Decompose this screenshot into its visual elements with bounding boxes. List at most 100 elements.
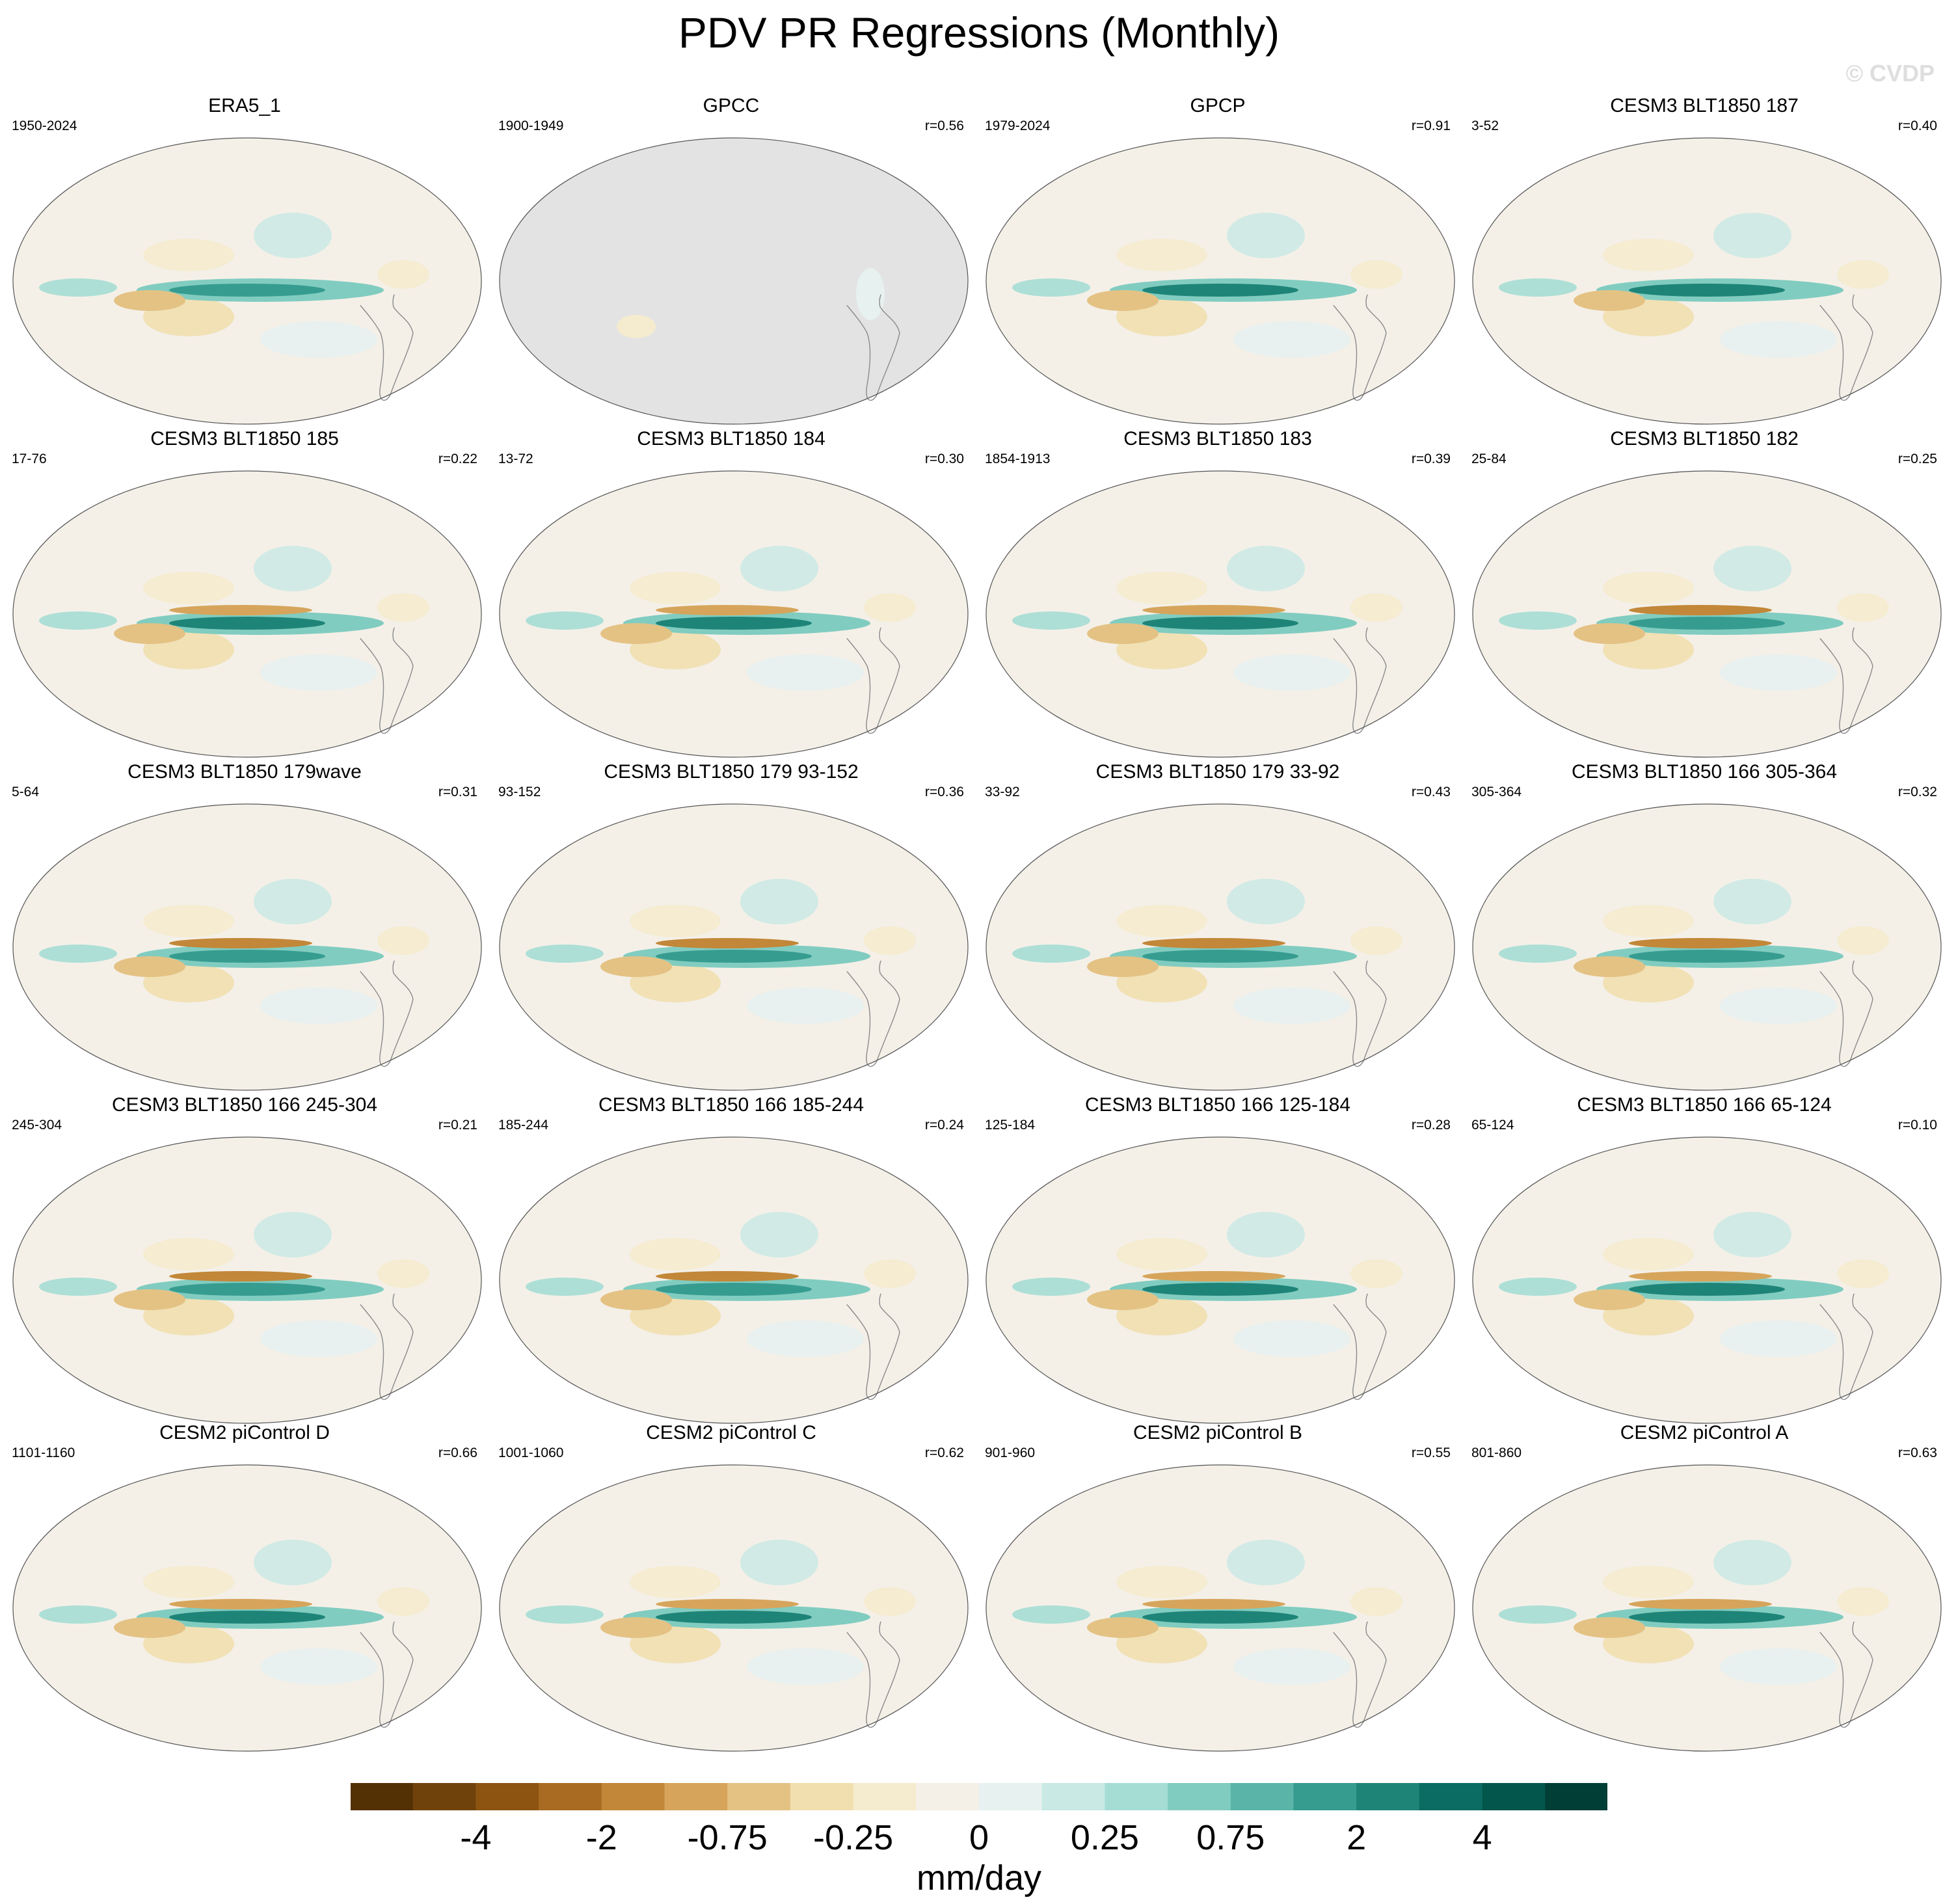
panel-years: 1950-2024 — [12, 118, 77, 133]
panel-title: CESM3 BLT1850 166 185-244 — [598, 1094, 865, 1116]
map-panel: CESM3 BLT1850 187 3-52 r=0.40 — [1461, 95, 1948, 427]
anomaly-patch-npac-wet — [1227, 546, 1305, 591]
panel-correlation: r=0.39 — [1411, 451, 1451, 466]
map-plot — [1472, 470, 1942, 758]
field-layer — [39, 879, 429, 1024]
anomaly-patch-indian-wet — [526, 945, 604, 963]
panel-title: CESM2 piControl C — [646, 1422, 816, 1443]
colorbar-tick-label: 0.75 — [1196, 1818, 1265, 1857]
colorbar-tick-label: 4 — [1472, 1818, 1492, 1857]
anomaly-patch-npac-wet — [1227, 1212, 1305, 1257]
anomaly-patch-atlantic-dry — [1350, 260, 1402, 289]
colorbar-bin — [1105, 1782, 1168, 1811]
anomaly-patch-npac-wet — [254, 213, 332, 258]
equatorial-core-wet — [656, 1611, 812, 1624]
coastline — [1259, 617, 1387, 734]
panel-correlation: r=0.55 — [1411, 1445, 1451, 1460]
field-layer — [526, 879, 916, 1024]
equatorial-core-wet — [169, 950, 325, 963]
panel-correlation: r=0.40 — [1898, 118, 1937, 133]
maritime-dry-patch — [1574, 290, 1645, 311]
coastline — [1745, 1611, 1873, 1728]
colorbar-bin — [1168, 1782, 1231, 1811]
anomaly-patch-npac-wet — [1227, 1540, 1305, 1585]
equatorial-core-wet — [169, 617, 325, 630]
field-layer — [39, 1212, 429, 1357]
anomaly-patch-south-wet — [1233, 321, 1350, 358]
map-panel: CESM3 BLT1850 179 33-92 33-92 r=0.43 — [974, 761, 1461, 1093]
maritime-dry-patch — [114, 956, 185, 977]
anomaly-patch-atlantic-dry — [1350, 1259, 1402, 1288]
anomaly-patch-npac-wet — [1227, 879, 1305, 924]
panel-years: 33-92 — [985, 784, 1020, 799]
anomaly-patch-south-wet — [260, 1321, 377, 1357]
map-panel: CESM3 BLT1850 179wave 5-64 r=0.31 — [1, 761, 488, 1093]
maritime-dry-patch — [114, 623, 185, 644]
anomaly-patch-atlantic-dry — [864, 1587, 916, 1616]
coastline — [772, 1611, 900, 1728]
anomaly-patch-asia-dry — [143, 572, 234, 604]
figure-title: PDV PR Regressions (Monthly) — [678, 8, 1280, 57]
maritime-dry-patch — [1574, 623, 1645, 644]
maritime-dry-patch — [600, 1617, 672, 1638]
panel-title: CESM3 BLT1850 187 — [1610, 95, 1799, 116]
map-panel: CESM3 BLT1850 184 13-72 r=0.30 — [488, 428, 974, 760]
anomaly-patch-asia-dry — [143, 239, 234, 271]
panel-years: 125-184 — [985, 1118, 1036, 1133]
anomaly-patch-atlantic-dry — [377, 593, 429, 622]
panel-correlation: r=0.21 — [438, 1118, 477, 1133]
colorbar-bin — [664, 1782, 728, 1811]
equatorial-core-wet — [1142, 1283, 1298, 1296]
panel-title: CESM2 piControl A — [1620, 1422, 1789, 1443]
map-plot — [986, 1464, 1455, 1752]
itcz-dry-band — [656, 1271, 799, 1281]
equatorial-core-wet — [1142, 617, 1298, 630]
panel-correlation: r=0.31 — [438, 784, 477, 799]
field-layer — [1499, 879, 1889, 1024]
anomaly-patch-atlantic-dry — [864, 926, 916, 955]
anomaly-patch-south-wet — [1720, 1321, 1837, 1357]
map-border — [499, 470, 969, 758]
colorbar-tick-label: -0.25 — [813, 1818, 894, 1857]
panel-years: 305-364 — [1471, 784, 1522, 799]
maritime-dry-patch — [114, 290, 185, 311]
anomaly-patch-atlantic-dry — [377, 1259, 429, 1288]
anomaly-patch-indian-wet — [39, 611, 117, 630]
anomaly-patch-asia-dry — [1603, 905, 1694, 937]
anomaly-patch-asia-dry — [630, 905, 721, 937]
panel-correlation: r=0.36 — [924, 784, 964, 799]
coastline — [1259, 284, 1387, 401]
anomaly-patch-npac-wet — [254, 1540, 332, 1585]
map-border — [986, 803, 1455, 1091]
anomaly-patch-npac-wet — [254, 879, 332, 924]
map-border — [1472, 470, 1942, 758]
panel-years: 65-124 — [1471, 1118, 1514, 1133]
anomaly-patch-indian-wet — [526, 611, 604, 630]
colorbar-bin — [916, 1782, 980, 1811]
itcz-dry-band — [1142, 605, 1285, 615]
colorbar-bin — [1419, 1782, 1483, 1811]
panel-title: CESM3 BLT1850 179 33-92 — [1095, 761, 1340, 783]
itcz-dry-band — [1629, 1599, 1772, 1609]
anomaly-patch-indian-wet — [1499, 278, 1577, 297]
equatorial-core-wet — [169, 1283, 325, 1296]
colorbar-units: mm/day — [916, 1858, 1042, 1897]
coastline — [286, 1283, 414, 1401]
panel-years: 1900-1949 — [498, 118, 564, 133]
field-layer — [617, 268, 885, 338]
map-border — [1472, 137, 1942, 425]
itcz-dry-band — [656, 605, 799, 615]
equatorial-core-wet — [1629, 284, 1785, 297]
anomaly-patch-npac-wet — [1713, 1540, 1791, 1585]
itcz-dry-band — [656, 1599, 799, 1609]
map-plot — [12, 137, 482, 425]
anomaly-patch-south-wet — [260, 654, 377, 691]
anomaly-patch-indian-wet — [39, 278, 117, 297]
anomaly-patch-asia-dry — [1116, 572, 1207, 604]
map-panel: GPCC 1900-1949 r=0.56 — [488, 95, 974, 427]
anomaly-patch-asia-dry — [1603, 239, 1694, 271]
map-panel: CESM2 piControl A 801-860 r=0.63 — [1461, 1422, 1948, 1754]
panel-years: 5-64 — [12, 784, 40, 799]
anomaly-patch-south-wet — [747, 654, 864, 691]
panel-correlation: r=0.24 — [924, 1118, 964, 1133]
